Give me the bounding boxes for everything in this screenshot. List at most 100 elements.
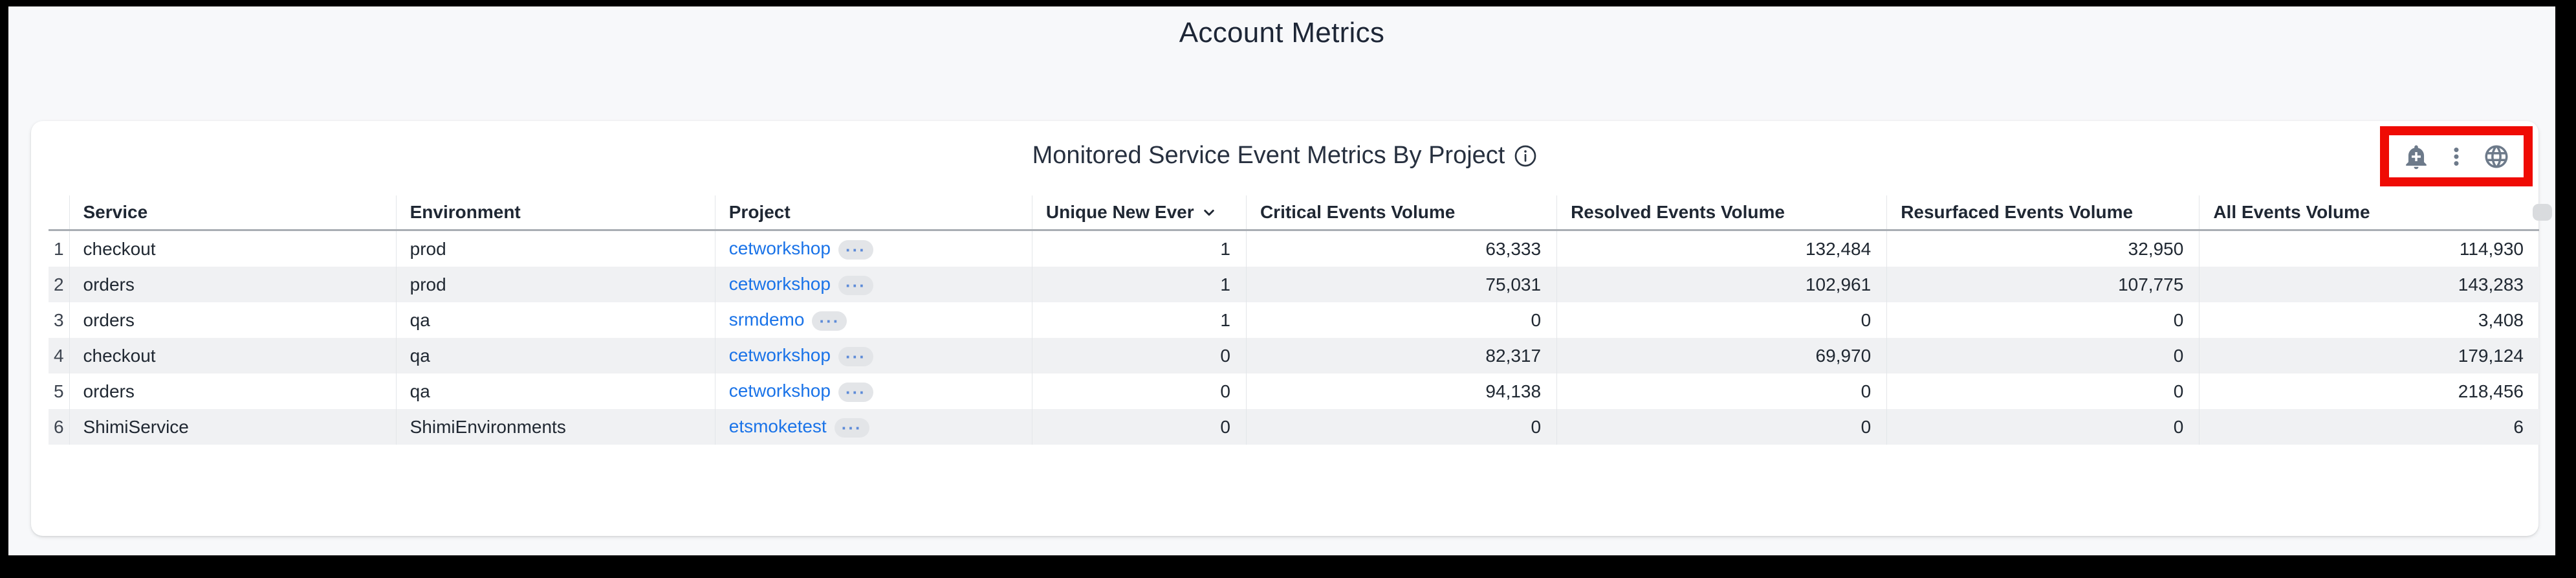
cell-project: cetworkshop ··· [714, 267, 1032, 302]
table-row: 5 orders qa cetworkshop ··· 0 94,138 0 0 218,456 [49, 373, 2539, 409]
cell-resurfaced-events-volume: 32,950 [1886, 230, 2199, 267]
project-more-button[interactable]: ··· [838, 275, 873, 295]
table-container: Service Environment Project Unique New Ever… [49, 195, 2539, 445]
cell-resolved-events-volume: 132,484 [1556, 230, 1887, 267]
panel-title: Monitored Service Event Metrics By Proje… [1032, 142, 1505, 169]
cell-service: orders [69, 267, 397, 302]
cell-project: etsmoketest ··· [714, 409, 1032, 445]
project-more-button[interactable]: ··· [834, 417, 869, 438]
sort-descending-icon [1203, 210, 1214, 216]
column-header-service[interactable]: Service [69, 195, 397, 231]
cell-environment: qa [395, 373, 715, 409]
cell-service: checkout [69, 338, 397, 373]
cell-resurfaced-events-volume: 0 [1886, 373, 2199, 409]
project-link[interactable]: cetworkshop [728, 345, 831, 366]
cell-unique-new-events: 1 [1031, 267, 1247, 302]
globe-icon [2485, 145, 2508, 168]
cell-resolved-events-volume: 102,961 [1556, 267, 1887, 302]
metrics-table: Service Environment Project Unique New Ever… [49, 195, 2539, 445]
cell-service: orders [69, 302, 397, 338]
column-header-resurfaced-events-volume[interactable]: Resurfaced Events Volume [1886, 195, 2199, 231]
row-number: 4 [53, 345, 64, 366]
project-link[interactable]: cetworkshop [728, 238, 831, 259]
cell-project: cetworkshop ··· [714, 373, 1032, 409]
project-more-button[interactable]: ··· [838, 382, 873, 402]
project-more-button[interactable]: ··· [812, 311, 847, 331]
cell-all-events-volume: 114,930 [2199, 230, 2539, 267]
row-number: 2 [53, 274, 64, 295]
project-link[interactable]: cetworkshop [728, 381, 831, 401]
table-row: 3 orders qa srmdemo ··· 1 0 0 0 3,408 [49, 302, 2539, 338]
cell-resurfaced-events-volume: 107,775 [1886, 267, 2199, 302]
cell-unique-new-events: 0 [1031, 409, 1247, 445]
globe-button[interactable] [2483, 143, 2510, 170]
project-more-button[interactable]: ··· [838, 239, 873, 260]
cell-all-events-volume: 143,283 [2199, 267, 2539, 302]
cell-critical-events-volume: 75,031 [1245, 267, 1557, 302]
cell-environment: prod [395, 267, 715, 302]
panel-header: Monitored Service Event Metrics By Proje… [31, 142, 2538, 170]
cell-environment: ShimiEnvironments [395, 409, 715, 445]
cell-critical-events-volume: 63,333 [1245, 230, 1557, 267]
column-header-unique-new-events[interactable]: Unique New Ever [1031, 195, 1247, 231]
column-header-label: All Events Volume [2213, 202, 2370, 222]
column-header-environment[interactable]: Environment [395, 195, 715, 231]
row-number: 5 [53, 381, 64, 401]
add-alert-button[interactable] [2403, 143, 2430, 170]
more-options-icon [2454, 147, 2459, 166]
cell-project: cetworkshop ··· [714, 230, 1032, 267]
column-header-label: Unique New Ever [1045, 202, 1194, 222]
project-link[interactable]: cetworkshop [728, 274, 831, 295]
page-title: Account Metrics [1179, 17, 1385, 49]
cell-critical-events-volume: 82,317 [1245, 338, 1557, 373]
column-header-label: Critical Events Volume [1260, 202, 1456, 222]
cell-resolved-events-volume: 69,970 [1556, 338, 1887, 373]
cell-environment: qa [395, 302, 715, 338]
column-header-label: Environment [409, 202, 521, 222]
column-header-label: Project [728, 202, 791, 222]
add-alert-icon [2406, 145, 2427, 169]
table-row: 2 orders prod cetworkshop ··· 1 75,031 102,961 1… [49, 267, 2539, 302]
cell-service: orders [69, 373, 397, 409]
row-number: 6 [53, 416, 64, 437]
cell-all-events-volume: 218,456 [2199, 373, 2539, 409]
scrollbar-thumb[interactable] [2533, 204, 2552, 221]
column-header-label: Resurfaced Events Volume [1901, 202, 2134, 222]
cell-service: ShimiService [69, 409, 397, 445]
table-row: 1 checkout prod cetworkshop ··· 1 63,333 132,48… [49, 230, 2539, 267]
cell-unique-new-events: 1 [1031, 302, 1247, 338]
dashboard-page: Account Metrics Monitored Service Event … [8, 6, 2555, 555]
column-header-all-events-volume[interactable]: All Events Volume [2199, 195, 2539, 231]
cell-unique-new-events: 1 [1031, 230, 1247, 267]
cell-project: cetworkshop ··· [714, 338, 1032, 373]
cell-unique-new-events: 0 [1031, 338, 1247, 373]
project-link[interactable]: etsmoketest [728, 416, 827, 437]
annotation-highlight-box [2380, 126, 2533, 186]
cell-critical-events-volume: 0 [1245, 409, 1557, 445]
cell-environment: prod [395, 230, 715, 267]
cell-unique-new-events: 0 [1031, 373, 1247, 409]
column-header-critical-events-volume[interactable]: Critical Events Volume [1245, 195, 1557, 231]
project-link[interactable]: srmdemo [728, 309, 805, 330]
info-icon[interactable] [1514, 144, 1537, 168]
cell-all-events-volume: 179,124 [2199, 338, 2539, 373]
cell-resolved-events-volume: 0 [1556, 373, 1887, 409]
cell-critical-events-volume: 0 [1245, 302, 1557, 338]
cell-environment: qa [395, 338, 715, 373]
cell-critical-events-volume: 94,138 [1245, 373, 1557, 409]
project-more-button[interactable]: ··· [838, 346, 873, 366]
column-header-label: Service [83, 202, 148, 222]
cell-resolved-events-volume: 0 [1556, 409, 1887, 445]
cell-resurfaced-events-volume: 0 [1886, 302, 2199, 338]
cell-all-events-volume: 6 [2199, 409, 2539, 445]
column-header-resolved-events-volume[interactable]: Resolved Events Volume [1556, 195, 1887, 231]
table-row: 6 ShimiService ShimiEnvironments etsmoketes… [49, 409, 2539, 445]
row-number-column-header [49, 195, 69, 231]
row-number: 1 [53, 238, 64, 259]
metrics-panel: Monitored Service Event Metrics By Proje… [31, 121, 2539, 536]
column-header-project[interactable]: Project [714, 195, 1032, 231]
row-number: 3 [53, 309, 64, 330]
cell-project: srmdemo ··· [714, 302, 1032, 338]
more-options-button[interactable] [2443, 143, 2470, 170]
table-row: 4 checkout qa cetworkshop ··· 0 82,317 69,970 0 1… [49, 338, 2539, 373]
